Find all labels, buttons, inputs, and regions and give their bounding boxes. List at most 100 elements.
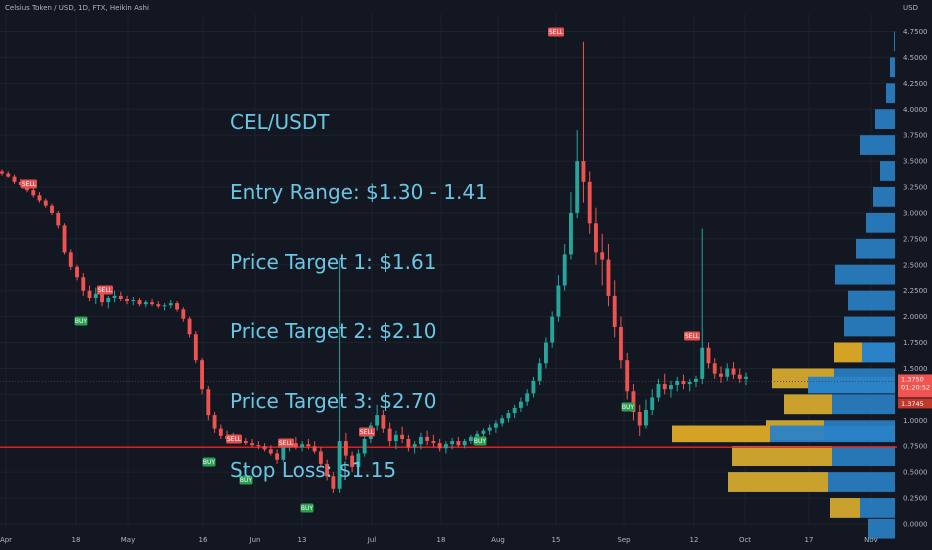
candle-body — [500, 418, 505, 424]
candle-body — [93, 293, 98, 298]
candle-body — [481, 430, 486, 434]
candle-body — [262, 446, 267, 450]
price-axis[interactable]: USD0.00000.25000.50000.75001.00001.25001… — [903, 4, 928, 529]
candle-body — [450, 441, 455, 445]
candle-body — [325, 463, 330, 477]
buy-tag-label: BUY — [75, 318, 88, 325]
y-tick-label: 1.0000 — [903, 417, 928, 425]
candle-body — [700, 347, 705, 379]
vp-bar-gold — [672, 425, 770, 443]
candle-body — [662, 384, 667, 390]
candle-body — [306, 444, 311, 447]
x-tick-label: 16 — [199, 536, 208, 544]
candle-body — [268, 449, 273, 454]
time-axis[interactable]: Apr 18 May 16 Jun 13 Jul 18 Aug 15 Sep 12 Oct 17 Nov — [0, 536, 878, 544]
candle-body — [43, 200, 48, 206]
candle-body — [712, 363, 717, 374]
y-tick-label: 4.2500 — [903, 80, 928, 88]
currency-label: USD — [903, 4, 918, 12]
candle-body — [137, 300, 142, 305]
candle-body — [581, 161, 586, 182]
buy-tag-label: BUY — [474, 438, 487, 445]
x-tick-label: May — [121, 536, 135, 544]
candle-body — [331, 476, 336, 489]
x-tick-label: 15 — [552, 536, 561, 544]
candle-body — [106, 297, 111, 303]
y-tick-label: 3.5000 — [903, 158, 928, 166]
x-tick-label: Jul — [367, 536, 377, 544]
candle-body — [587, 181, 592, 224]
candle-body — [550, 316, 555, 343]
x-tick-label: Apr — [0, 536, 12, 544]
sell-tag-label: SELL — [227, 436, 242, 443]
candle-body — [612, 295, 617, 327]
vp-bar-volume — [862, 342, 895, 363]
vp-bar-volume — [808, 376, 895, 394]
candle-body — [375, 415, 380, 426]
candle-body — [575, 161, 580, 213]
buy-tag-label: BUY — [203, 459, 216, 466]
candle-body — [387, 428, 392, 442]
vp-bar-gold — [834, 342, 862, 363]
vp-bar-volume — [886, 83, 895, 104]
y-tick-label: 2.5000 — [903, 261, 928, 269]
buy-tag — [300, 503, 314, 513]
candle-body — [162, 305, 167, 307]
candle-body — [343, 441, 348, 456]
buy-tag — [239, 475, 253, 485]
last-price-value: 1.3750 — [901, 375, 924, 383]
candle-body — [212, 415, 217, 429]
y-tick-label: 3.7500 — [903, 132, 928, 140]
vp-bar-volume — [873, 187, 895, 207]
candle-body — [606, 259, 611, 296]
candle-body — [487, 427, 492, 431]
candle-body — [131, 300, 136, 302]
candle-body — [318, 451, 323, 464]
candle-body — [381, 415, 386, 429]
candle-body — [56, 212, 61, 226]
candle-body — [156, 304, 161, 307]
y-tick-label: 1.5000 — [903, 365, 928, 373]
vp-bar-volume — [835, 264, 895, 285]
vp-bar-volume — [856, 238, 895, 259]
x-tick-label: 12 — [690, 536, 699, 544]
candle-body — [706, 347, 711, 364]
candle-body — [543, 342, 548, 364]
chart-title: Celsius Token / USD, 1D, FTX, Heikin Ash… — [5, 4, 149, 12]
candle-body — [6, 173, 11, 177]
candle-body — [725, 368, 730, 377]
last-price-box — [898, 374, 932, 398]
y-tick-label: 2.0000 — [903, 313, 928, 321]
candle-body — [619, 327, 623, 361]
candle-body — [594, 223, 598, 253]
sell-tag-label: SELL — [549, 29, 564, 36]
candle-body — [168, 303, 173, 306]
y-tick-label: 4.0000 — [903, 106, 928, 114]
sell-tag — [278, 438, 294, 448]
candle-body — [350, 455, 355, 467]
sell-tag — [21, 179, 37, 189]
candle-body — [694, 378, 698, 382]
sell-tag-label: SELL — [279, 440, 294, 447]
candle-body — [644, 409, 648, 426]
candle-body — [518, 401, 523, 408]
candle-body — [250, 443, 255, 446]
candle-body — [650, 397, 655, 410]
x-tick-label: Sep — [617, 536, 631, 544]
candle-body — [243, 441, 248, 444]
candle-body — [0, 171, 4, 174]
candle-body — [437, 443, 442, 449]
candle-body — [62, 225, 67, 253]
candle-body — [50, 205, 54, 213]
buy-tag-label: BUY — [622, 404, 635, 411]
candle-body — [112, 295, 117, 298]
annotation-line-target1: Price Target 1: $1.61 — [230, 249, 437, 274]
candle-body — [431, 441, 436, 444]
candle-body — [400, 434, 405, 439]
candle-body — [744, 376, 748, 379]
buy-tag — [473, 436, 487, 446]
vp-bar-volume — [844, 316, 895, 337]
candle-body — [175, 303, 179, 310]
candle-body — [631, 391, 636, 413]
